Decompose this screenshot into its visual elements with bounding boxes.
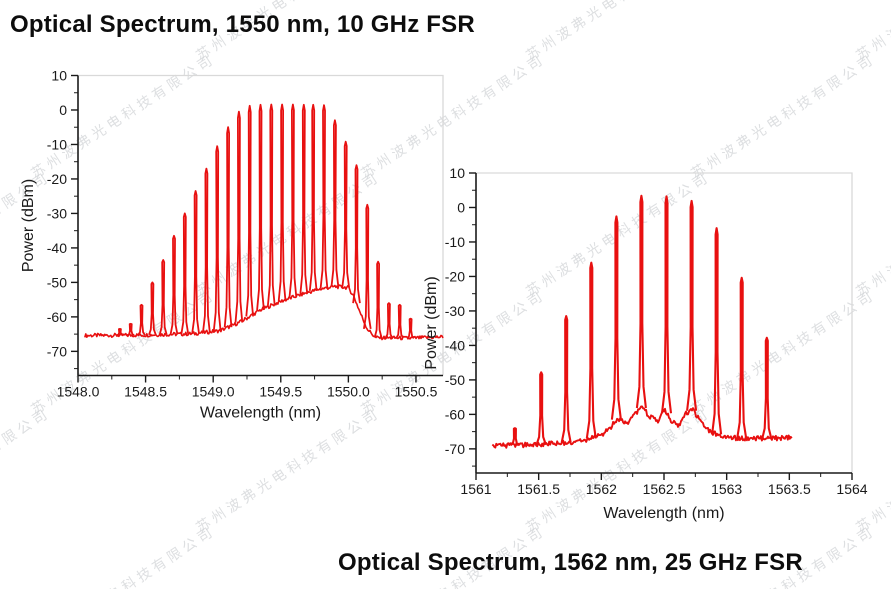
x-tick-label: 1561 xyxy=(460,481,491,497)
y-tick-label: -70 xyxy=(445,441,465,457)
y-tick-label: 0 xyxy=(457,199,465,215)
y-tick-label: 10 xyxy=(449,165,465,181)
watermark-text: 苏州波弗光电科技有限公司 xyxy=(522,0,714,65)
chart-1550nm-10ghz-fsr: 1548.0 1548.5 1549.0 1549.5 1550.0 1550.5 10 0 -… xyxy=(20,68,444,422)
y-axis-title: Power (dBm) xyxy=(423,276,440,369)
x-tick-label: 1562 xyxy=(586,481,617,497)
x-tick-label: 1561.5 xyxy=(517,481,560,497)
y-tick-label: -20 xyxy=(47,171,67,187)
x-tick-label: 1563 xyxy=(711,481,742,497)
y-tick-label: -60 xyxy=(47,309,67,325)
y-tick-label: -70 xyxy=(47,343,67,359)
x-axis-title: Wavelength (nm) xyxy=(603,505,724,522)
watermark-text: 苏州波弗光电科技有限公司 xyxy=(852,0,891,65)
y-tick-label: -30 xyxy=(47,205,67,221)
x-tick-label: 1562.5 xyxy=(643,481,686,497)
y-tick-label: 0 xyxy=(59,102,67,118)
plot-frame-light xyxy=(476,172,853,473)
y-tick-label: -20 xyxy=(445,268,465,284)
spectrum-comb-peaks xyxy=(509,194,773,447)
spectrum-comb-peaks xyxy=(116,103,415,339)
axis-ticks xyxy=(469,172,853,480)
y-tick-label: -30 xyxy=(445,303,465,319)
x-tick-label: 1563.5 xyxy=(768,481,811,497)
x-tick-label: 1564 xyxy=(836,481,867,497)
chart-1562-title: Optical Spectrum, 1562 nm, 25 GHz FSR xyxy=(338,549,803,576)
x-tick-label: 1550.5 xyxy=(395,384,438,400)
y-tick-label: -40 xyxy=(47,240,67,256)
x-tick-label: 1548.5 xyxy=(124,384,167,400)
watermark-text: 苏州波弗光电科技有限公司 xyxy=(28,523,219,589)
axis-ticks xyxy=(71,74,417,383)
x-tick-label: 1550.0 xyxy=(327,384,370,400)
plot-frame-light xyxy=(78,74,444,376)
y-tick-label: -10 xyxy=(445,234,465,250)
y-axis-title: Power (dBm) xyxy=(20,179,37,272)
x-tick-label: 1549.0 xyxy=(192,384,235,400)
y-tick-label: -40 xyxy=(445,337,465,353)
chart-1550-title: Optical Spectrum, 1550 nm, 10 GHz FSR xyxy=(10,11,475,38)
y-tick-label: -10 xyxy=(47,136,67,152)
y-tick-label: -50 xyxy=(445,372,465,388)
y-tick-label: -60 xyxy=(445,406,465,422)
y-tick-label: -50 xyxy=(47,274,67,290)
x-axis-title: Wavelength (nm) xyxy=(200,405,321,422)
x-tick-label: 1549.5 xyxy=(259,384,302,400)
x-tick-label: 1548.0 xyxy=(57,384,100,400)
y-tick-label: 10 xyxy=(51,68,67,84)
spectrum-baseline-trace xyxy=(491,405,793,449)
chart-1562nm-25ghz-fsr: 1561 1561.5 1562 1562.5 1563 1563.5 1564 10 0 -10… xyxy=(423,165,868,522)
